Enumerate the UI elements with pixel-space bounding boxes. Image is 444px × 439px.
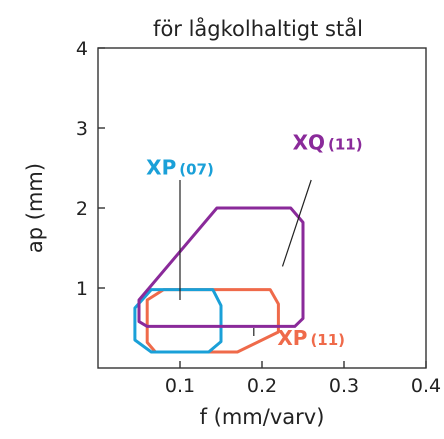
series-region-2: [137, 206, 305, 328]
x-axis-label: f (mm/varv): [200, 405, 325, 429]
y-tick-label: 4: [76, 38, 88, 60]
x-tick-label: 0.3: [329, 375, 359, 397]
y-tick-label: 3: [76, 118, 88, 140]
series-region-1: [133, 288, 223, 354]
annotation-layer: XP (11) XP (07) XQ (11): [146, 131, 362, 350]
series-label-2: XQ (11): [293, 131, 363, 155]
y-axis: 1 2 3 4: [76, 38, 105, 300]
y-tick-label: 1: [76, 278, 88, 300]
series-region-0: [145, 288, 280, 354]
y-tick-label: 2: [76, 198, 88, 220]
chart-title: för lågkolhaltigt stål: [153, 16, 363, 41]
series-label-0: XP (11): [277, 326, 345, 350]
x-tick-label: 0.2: [247, 375, 277, 397]
x-tick-label: 0.4: [411, 375, 441, 397]
x-axis: 0.1 0.2 0.3 0.4: [165, 361, 441, 397]
annotation-leader: [281, 179, 312, 267]
series-label-1: XP (07): [146, 155, 214, 179]
series-layer: [133, 206, 305, 354]
y-axis-label: ap (mm): [23, 163, 47, 253]
x-tick-label: 0.1: [165, 375, 195, 397]
